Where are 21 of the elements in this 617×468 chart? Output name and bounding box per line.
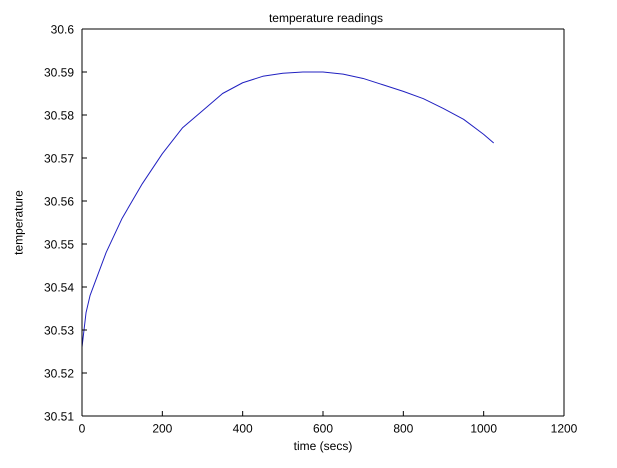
x-tick-label: 0 [78, 422, 86, 436]
x-tick-label: 400 [232, 422, 253, 436]
x-tick-label: 600 [312, 422, 334, 436]
y-tick-label: 30.52 [44, 366, 74, 380]
x-tick-label: 200 [152, 422, 173, 436]
y-tick-label: 30.58 [44, 108, 74, 122]
y-tick-label: 30.6 [50, 22, 74, 36]
y-tick-label: 30.56 [44, 194, 74, 208]
y-tick-label: 30.54 [44, 280, 74, 294]
y-tick-label: 30.59 [44, 65, 74, 80]
x-tick-label: 1200 [550, 422, 578, 436]
x-axis-title: time (secs) [294, 439, 352, 453]
y-tick-label: 30.57 [44, 151, 74, 166]
y-tick-label: 30.55 [44, 237, 74, 252]
chart-title: temperature readings [268, 11, 384, 25]
x-tick-label: 1000 [470, 422, 498, 436]
y-axis-title: temperature [11, 190, 26, 255]
x-tick-label: 800 [393, 422, 414, 436]
y-tick-label: 30.53 [44, 323, 74, 338]
line-series [82, 72, 494, 348]
y-tick-label: 30.51 [44, 409, 74, 424]
